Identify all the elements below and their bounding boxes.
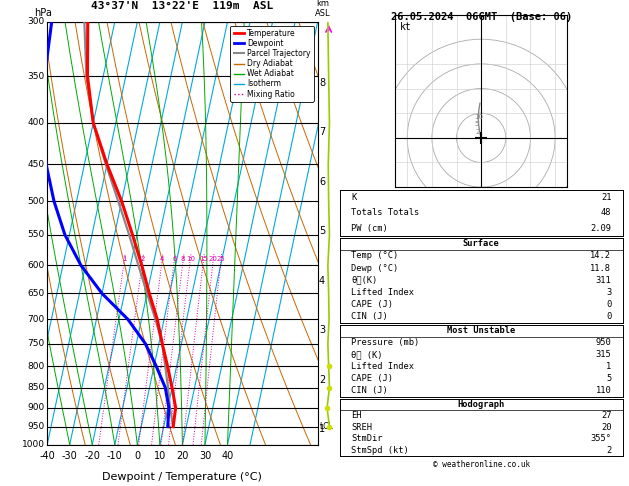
Text: 355°: 355°	[591, 434, 611, 443]
Text: 800: 800	[27, 362, 45, 371]
Text: 5: 5	[474, 122, 479, 127]
Text: θᴄ(K): θᴄ(K)	[351, 276, 377, 285]
Text: 350: 350	[27, 71, 45, 81]
Text: 11.8: 11.8	[591, 263, 611, 273]
Text: Dewpoint / Temperature (°C): Dewpoint / Temperature (°C)	[103, 472, 262, 482]
Text: 2: 2	[319, 375, 325, 385]
Text: 21: 21	[601, 193, 611, 202]
Text: 48: 48	[601, 208, 611, 217]
Text: StmDir: StmDir	[351, 434, 382, 443]
Text: hPa: hPa	[34, 8, 52, 17]
Text: 850: 850	[27, 383, 45, 392]
Text: 2: 2	[606, 446, 611, 454]
Text: © weatheronline.co.uk: © weatheronline.co.uk	[433, 460, 530, 469]
Text: 900: 900	[27, 403, 45, 412]
Text: 8: 8	[181, 257, 186, 262]
Text: 6: 6	[172, 257, 177, 262]
Text: EH: EH	[351, 411, 362, 420]
Text: CAPE (J): CAPE (J)	[351, 300, 393, 309]
Text: 10: 10	[186, 257, 195, 262]
Text: 6: 6	[319, 177, 325, 187]
Text: Most Unstable: Most Unstable	[447, 326, 515, 335]
Text: 20: 20	[176, 451, 189, 461]
Text: 27: 27	[601, 411, 611, 420]
Text: 300: 300	[27, 17, 45, 26]
Text: 600: 600	[27, 261, 45, 270]
Text: 950: 950	[596, 338, 611, 347]
Text: 14.2: 14.2	[591, 251, 611, 260]
Text: Dewp (°C): Dewp (°C)	[351, 263, 398, 273]
Text: 700: 700	[27, 315, 45, 324]
Text: 500: 500	[27, 197, 45, 206]
Text: Temp (°C): Temp (°C)	[351, 251, 398, 260]
Text: 950: 950	[27, 422, 45, 431]
Text: CIN (J): CIN (J)	[351, 386, 387, 395]
Text: 2: 2	[140, 257, 145, 262]
Text: 311: 311	[596, 276, 611, 285]
Text: 2.09: 2.09	[591, 224, 611, 232]
Text: km
ASL: km ASL	[315, 0, 331, 17]
Text: 0: 0	[606, 300, 611, 309]
Text: LCL: LCL	[319, 422, 333, 431]
Text: 315: 315	[596, 350, 611, 359]
Text: 2: 2	[476, 129, 480, 135]
Text: 3: 3	[319, 325, 325, 335]
Text: 26.05.2024  06GMT  (Base: 06): 26.05.2024 06GMT (Base: 06)	[391, 12, 572, 22]
Text: θᴄ (K): θᴄ (K)	[351, 350, 382, 359]
Text: 25: 25	[216, 257, 225, 262]
Text: kt: kt	[400, 22, 411, 32]
Text: 4: 4	[319, 276, 325, 286]
Text: 5: 5	[319, 226, 325, 236]
Text: Surface: Surface	[463, 239, 499, 248]
Text: 20: 20	[601, 423, 611, 432]
Legend: Temperature, Dewpoint, Parcel Trajectory, Dry Adiabat, Wet Adiabat, Isotherm, Mi: Temperature, Dewpoint, Parcel Trajectory…	[230, 26, 314, 102]
Text: 450: 450	[27, 160, 45, 169]
Text: 10: 10	[153, 451, 166, 461]
Text: 1: 1	[606, 362, 611, 371]
Text: 1: 1	[319, 424, 325, 434]
Text: 7: 7	[319, 127, 325, 138]
Text: 40: 40	[221, 451, 233, 461]
Text: 1000: 1000	[21, 440, 45, 449]
Text: 550: 550	[27, 230, 45, 239]
Text: 8: 8	[319, 78, 325, 88]
Text: StmSpd (kt): StmSpd (kt)	[351, 446, 409, 454]
Text: 110: 110	[596, 386, 611, 395]
Text: 4: 4	[160, 257, 164, 262]
Text: 43°37'N  13°22'E  119m  ASL: 43°37'N 13°22'E 119m ASL	[91, 1, 274, 11]
Text: CAPE (J): CAPE (J)	[351, 374, 393, 383]
Text: Lifted Index: Lifted Index	[351, 362, 414, 371]
Text: -20: -20	[84, 451, 100, 461]
Text: 0: 0	[134, 451, 140, 461]
Text: 400: 400	[27, 119, 45, 127]
Text: CIN (J): CIN (J)	[351, 312, 387, 321]
Text: 3: 3	[606, 288, 611, 297]
Text: 15: 15	[199, 257, 208, 262]
Text: 650: 650	[27, 289, 45, 298]
Text: K: K	[351, 193, 356, 202]
Text: 5: 5	[606, 374, 611, 383]
Text: -40: -40	[39, 451, 55, 461]
Text: 1: 1	[122, 257, 126, 262]
Text: -10: -10	[107, 451, 123, 461]
Text: 10: 10	[474, 114, 483, 120]
Text: 750: 750	[27, 339, 45, 348]
Text: Totals Totals: Totals Totals	[351, 208, 420, 217]
Text: 30: 30	[199, 451, 211, 461]
Text: -30: -30	[62, 451, 77, 461]
Text: PW (cm): PW (cm)	[351, 224, 387, 232]
Text: Lifted Index: Lifted Index	[351, 288, 414, 297]
Text: Pressure (mb): Pressure (mb)	[351, 338, 420, 347]
Text: 0: 0	[606, 312, 611, 321]
Text: Hodograph: Hodograph	[457, 400, 505, 409]
Text: 20: 20	[209, 257, 218, 262]
Text: SREH: SREH	[351, 423, 372, 432]
